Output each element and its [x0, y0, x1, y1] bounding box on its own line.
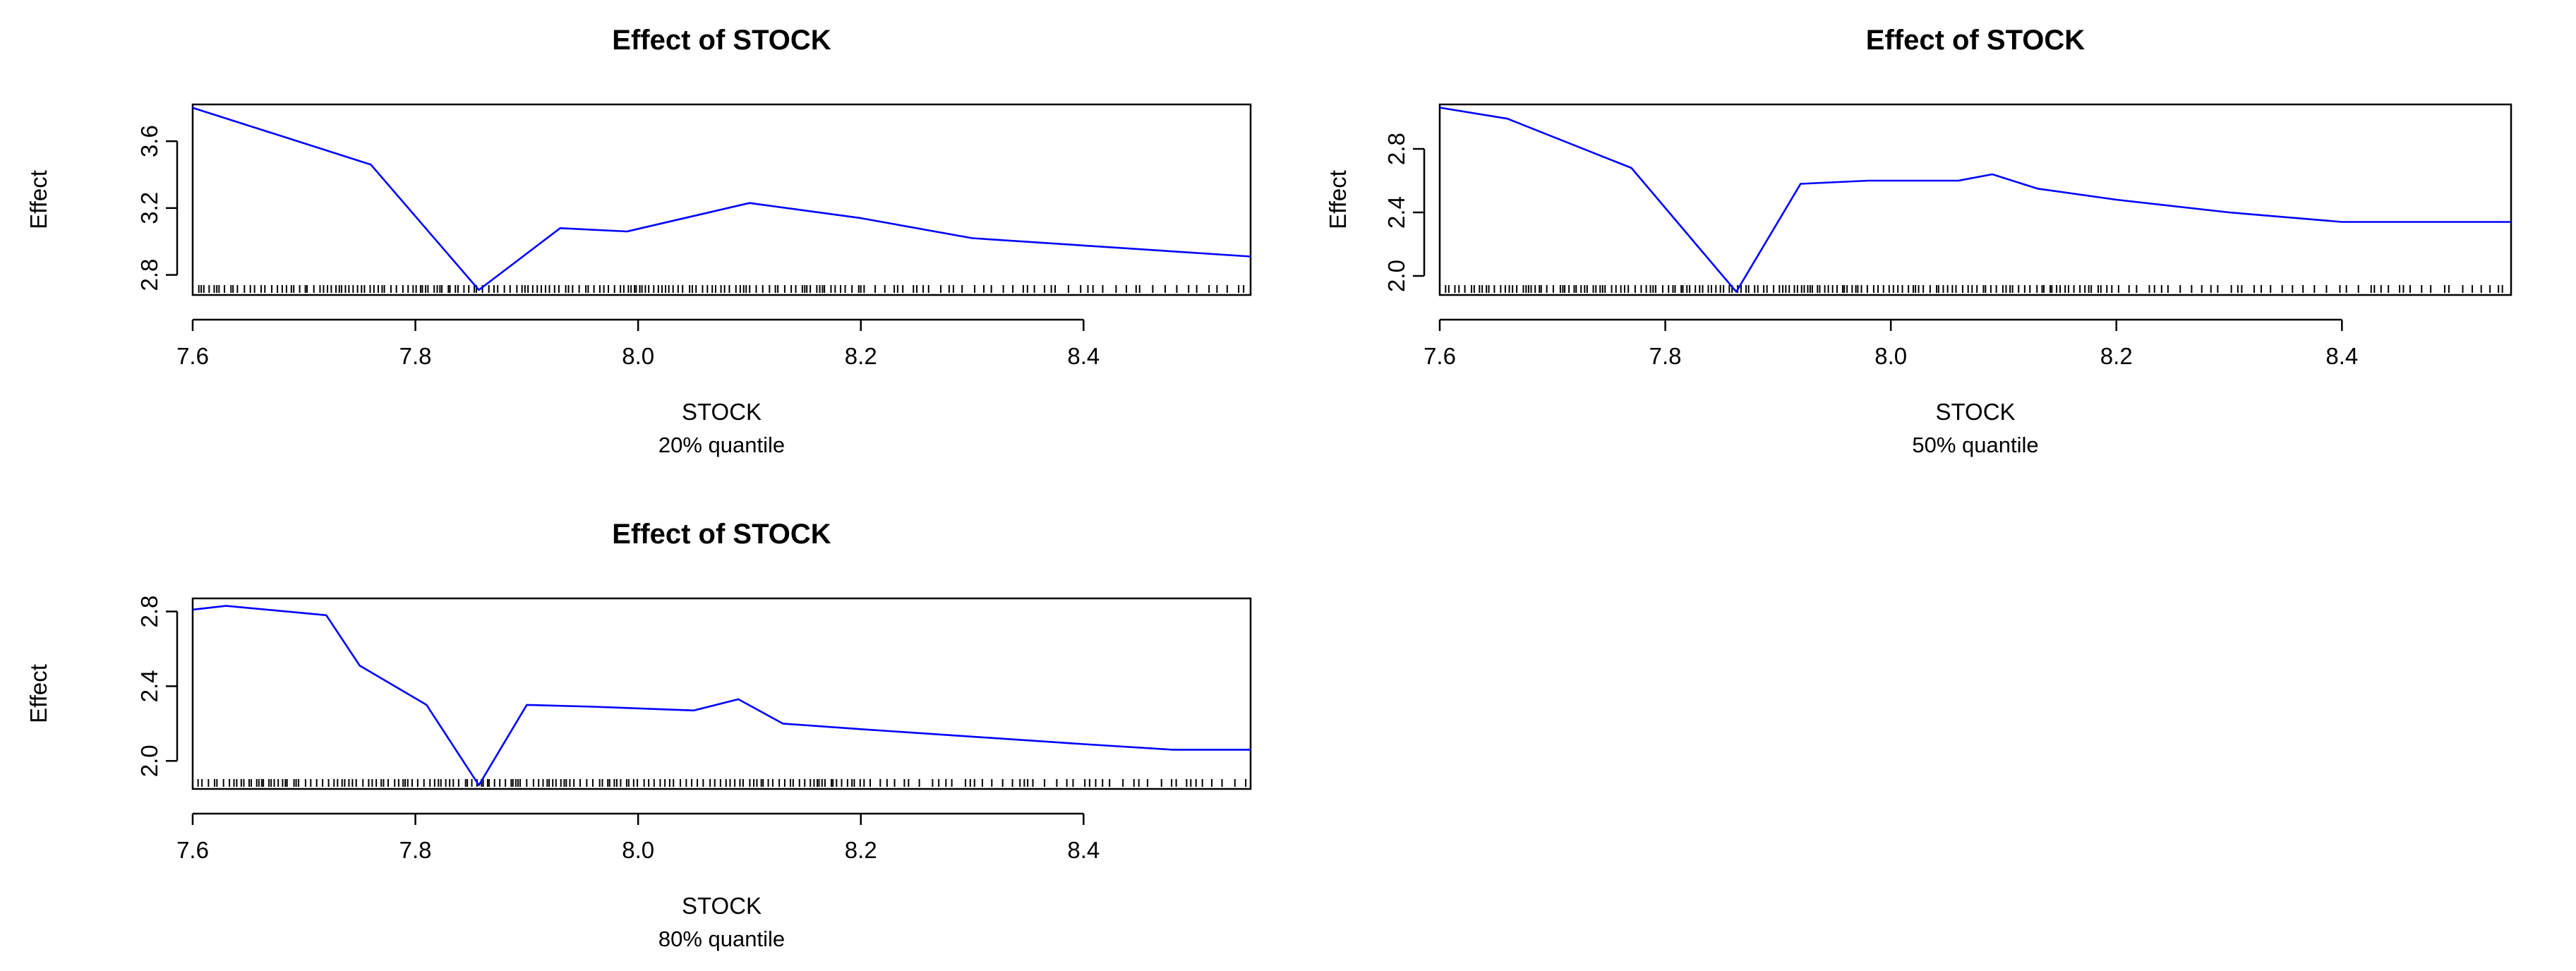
x-tick-label: 8.4 [1067, 837, 1100, 863]
x-tick-label: 8.4 [2325, 343, 2358, 369]
x-tick-label: 8.2 [845, 343, 877, 369]
effect-line [192, 107, 1251, 291]
chart-title: Effect of STOCK [1866, 25, 2086, 56]
effect-line [192, 605, 1251, 786]
plot-frame [191, 597, 1252, 790]
x-tick-label: 8.0 [622, 837, 654, 863]
rug-marks [192, 779, 1247, 787]
y-tick-label: 3.6 [136, 125, 162, 157]
x-axis-subtitle: 80% quantile [658, 927, 785, 951]
y-axis-label: Effect [25, 664, 52, 723]
y-tick-label: 2.8 [136, 259, 162, 291]
x-tick-label: 7.8 [399, 837, 432, 863]
y-axis-label: Effect [25, 170, 52, 229]
x-tick-label: 8.2 [845, 837, 877, 863]
x-tick-label: 8.2 [2100, 343, 2133, 369]
rug-marks [1439, 285, 2503, 293]
chart-title: Effect of STOCK [612, 519, 831, 550]
chart-panel-2: Effect of STOCK 7.6 7.8 8.0 8.2 8.4 2.0 2.4 2.8 S… [1325, 25, 2512, 457]
y-tick-label: 2.4 [136, 670, 162, 702]
x-tick-label: 8.0 [1874, 343, 1907, 369]
x-axis-label: STOCK [1935, 399, 2015, 425]
y-tick-label: 2.4 [1383, 196, 1409, 229]
plot-frame [1438, 103, 2512, 296]
y-tick-label: 2.8 [1383, 133, 1409, 165]
y-tick-label: 2.0 [1383, 260, 1409, 292]
chart-panel-3: Effect of STOCK 7.6 7.8 8.0 8.2 8.4 2.0 2.4 2.8 S… [25, 519, 1252, 951]
x-tick-label: 8.4 [1067, 343, 1100, 369]
x-tick-label: 7.8 [399, 343, 432, 369]
x-tick-label: 8.0 [622, 343, 654, 369]
y-axis-label: Effect [1325, 170, 1351, 229]
x-axis-subtitle: 50% quantile [1912, 433, 2038, 457]
y-tick-label: 3.2 [136, 192, 162, 224]
x-axis-label: STOCK [682, 893, 762, 919]
chart-panel-1: Effect of STOCK 7.6 7.8 8.0 8.2 8.4 2.8 3.2 3.6 S… [25, 25, 1252, 457]
chart-title: Effect of STOCK [612, 25, 831, 56]
plot-frame [191, 103, 1252, 296]
rug-marks [192, 285, 1245, 293]
y-tick-label: 2.8 [136, 596, 162, 628]
x-axis-subtitle: 20% quantile [658, 433, 785, 457]
x-tick-label: 7.8 [1649, 343, 1682, 369]
x-tick-label: 7.6 [176, 343, 209, 369]
x-axis-label: STOCK [682, 399, 762, 425]
x-tick-label: 7.6 [1424, 343, 1456, 369]
y-tick-label: 2.0 [136, 744, 162, 777]
effect-line [1439, 107, 2511, 293]
x-tick-label: 7.6 [176, 837, 209, 863]
